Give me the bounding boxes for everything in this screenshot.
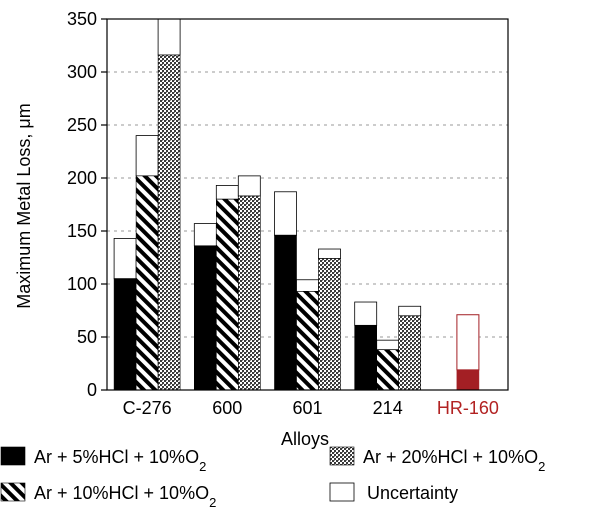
uncertainty-bar (456, 314, 480, 371)
legend-label: Uncertainty (367, 483, 458, 503)
uncertainty-bar (354, 301, 378, 326)
uncertainty-bar (157, 18, 181, 56)
uncertainty-bar (274, 191, 297, 236)
bar-solid (274, 234, 297, 391)
legend-swatch-dotted (329, 446, 355, 466)
axes: 0 50 100 150 200 250 300 350 C-276 600 601 214 HR-16… (67, 9, 509, 418)
x-tick-label: 601 (292, 398, 322, 418)
legend: Ar + 5%HCl + 10%O2 Ar + 10%HCl + 10%O2 Ar … (0, 446, 545, 510)
uncertainty-bar (193, 223, 217, 247)
legend-swatch-uncertainty (329, 482, 355, 502)
bar-diagonal (135, 175, 159, 391)
bars (113, 18, 480, 391)
bar-dotted (318, 258, 341, 391)
uncertainty-bar (215, 185, 239, 200)
bar-dotted (398, 315, 422, 391)
bar-special (456, 369, 480, 391)
y-tick-label: 300 (67, 62, 97, 82)
bar-solid (113, 278, 137, 391)
legend-swatch-solid (0, 446, 26, 466)
bar-diagonal (376, 349, 400, 391)
uncertainty-bar (113, 238, 137, 280)
bar-solid (194, 245, 217, 391)
y-tick-label: 50 (77, 327, 97, 347)
bar-diagonal (216, 198, 239, 391)
uncertainty-bar (398, 305, 422, 317)
y-tick-label: 150 (67, 221, 97, 241)
x-tick-label: C-276 (123, 398, 172, 418)
plot-frame (106, 18, 509, 391)
bar-dotted (238, 195, 261, 391)
y-axis-title: Maximum Metal Loss, μm (14, 103, 34, 308)
legend-label: Ar + 20%HCl + 10%O2 (363, 447, 545, 474)
y-tick-label: 0 (87, 380, 97, 400)
y-tick-label: 350 (67, 9, 97, 29)
legend-swatch-diagonal (0, 482, 26, 502)
bar-solid (354, 325, 378, 391)
x-tick-label: 600 (212, 398, 242, 418)
y-tick-label: 200 (67, 168, 97, 188)
uncertainty-bar (135, 135, 159, 177)
uncertainty-bar (237, 175, 261, 197)
legend-label: Ar + 5%HCl + 10%O2 (34, 447, 206, 474)
bar-diagonal (296, 291, 319, 391)
x-tick-label: HR-160 (437, 398, 499, 418)
x-tick-label: 214 (373, 398, 403, 418)
bar-dotted (157, 54, 181, 391)
uncertainty-bar (318, 248, 341, 259)
uncertainty-bar (376, 339, 400, 351)
x-axis-title: Alloys (281, 429, 329, 449)
uncertainty-bar (296, 279, 319, 292)
y-tick-label: 100 (67, 274, 97, 294)
y-tick-label: 250 (67, 115, 97, 135)
legend-label: Ar + 10%HCl + 10%O2 (34, 483, 216, 510)
